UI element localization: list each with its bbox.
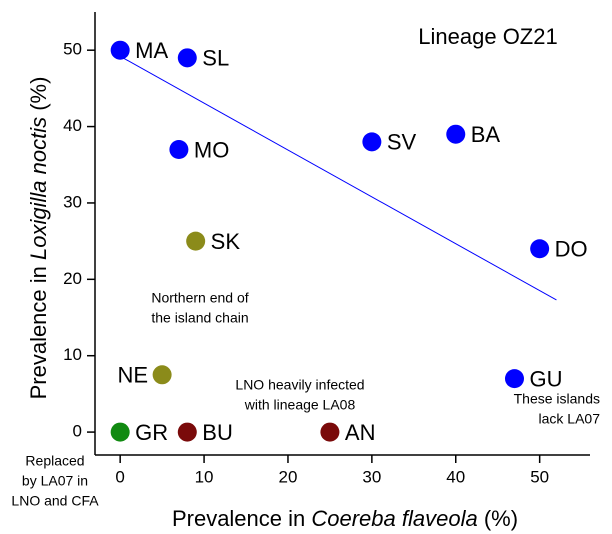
point <box>320 422 340 442</box>
point <box>446 124 466 144</box>
annotation: Northern end of <box>151 290 248 306</box>
point-label: NE <box>118 363 149 388</box>
y-tick-label: 30 <box>63 192 82 211</box>
annotation: the island chain <box>151 310 248 326</box>
point-label: MO <box>194 137 229 162</box>
x-tick-label: 50 <box>530 467 549 486</box>
point-label: SK <box>211 229 241 254</box>
point <box>110 40 130 60</box>
x-tick-label: 0 <box>115 467 124 486</box>
x-tick-label: 30 <box>362 467 381 486</box>
y-tick-label: 10 <box>63 345 82 364</box>
x-axis-label: Prevalence in Coereba flaveola (%) <box>172 506 518 531</box>
point <box>177 48 197 68</box>
point-label: DO <box>555 237 588 262</box>
y-axis-label: Prevalence in Loxigilla noctis (%) <box>26 77 51 400</box>
annotation: by LA07 in <box>22 473 88 489</box>
y-tick-label: 50 <box>63 40 82 59</box>
annotation: with lineage LA08 <box>244 397 356 413</box>
point <box>110 422 130 442</box>
annotation: These islands <box>514 391 600 407</box>
point <box>362 132 382 152</box>
point <box>169 139 189 159</box>
chart-title: Lineage OZ21 <box>418 24 557 49</box>
point <box>186 231 206 251</box>
point <box>530 239 550 259</box>
annotation: lack LA07 <box>539 411 601 427</box>
annotation: Replaced <box>25 453 84 469</box>
y-tick-label: 20 <box>63 269 82 288</box>
point-label: MA <box>135 38 168 63</box>
trend-line <box>119 55 557 301</box>
annotation: LNO and CFA <box>11 493 99 509</box>
x-tick-label: 10 <box>195 467 214 486</box>
point <box>504 369 524 389</box>
x-tick-label: 20 <box>279 467 298 486</box>
y-tick-label: 0 <box>73 422 82 441</box>
annotation: LNO heavily infected <box>235 377 364 393</box>
point-label: SL <box>202 46 229 71</box>
point-label: SV <box>387 130 417 155</box>
point-label: AN <box>345 420 376 445</box>
point-label: GR <box>135 420 168 445</box>
point-label: GU <box>529 366 562 391</box>
point-label: BU <box>202 420 233 445</box>
point <box>177 422 197 442</box>
point <box>152 365 172 385</box>
x-tick-label: 40 <box>446 467 465 486</box>
y-tick-label: 40 <box>63 116 82 135</box>
point-label: BA <box>471 122 501 147</box>
